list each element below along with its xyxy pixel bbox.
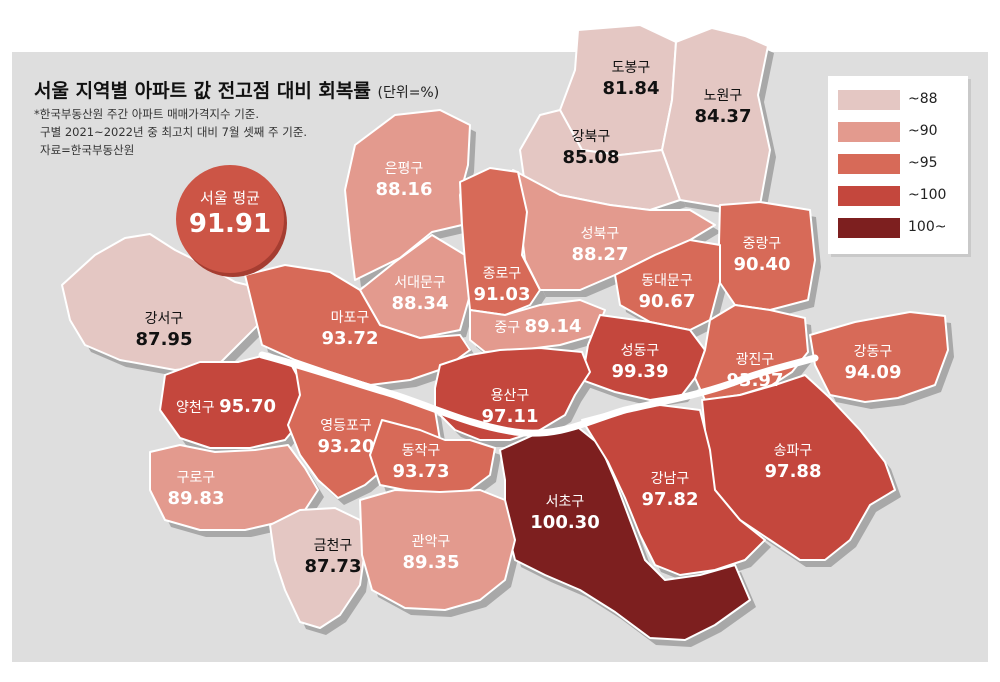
unit-text: (단위=%) bbox=[377, 85, 440, 101]
district-value-dongdaemun: 90.67 bbox=[639, 291, 696, 312]
district-name-nowon: 노원구 bbox=[704, 88, 743, 104]
district-value-seongdong: 99.39 bbox=[612, 361, 669, 382]
legend-label: ~88 bbox=[908, 91, 938, 107]
legend-swatch bbox=[838, 154, 900, 174]
district-name-seocho: 서초구 bbox=[546, 494, 585, 510]
district-name-yangcheon: 양천구 bbox=[176, 400, 219, 416]
district-name-gangnam: 강남구 bbox=[651, 471, 690, 487]
title-text: 서울 지역별 아파트 값 전고점 대비 회복률 bbox=[34, 80, 371, 102]
han-river bbox=[258, 351, 819, 437]
legend-swatch bbox=[838, 218, 900, 238]
legend-swatch bbox=[838, 186, 900, 206]
district-shapes bbox=[61, 24, 949, 641]
district-name-gangbuk: 강북구 bbox=[572, 129, 611, 145]
district-value-gangnam: 97.82 bbox=[642, 489, 699, 510]
district-value-seongbuk: 88.27 bbox=[572, 244, 629, 265]
legend-label: ~95 bbox=[908, 155, 938, 171]
district-shape-guro bbox=[149, 444, 319, 531]
district-name-seongdong: 성동구 bbox=[621, 343, 660, 359]
district-value-gwanak: 89.35 bbox=[403, 552, 460, 573]
legend-swatch bbox=[838, 122, 900, 142]
district-shape-dongjak bbox=[369, 419, 496, 496]
district-shape-jongno bbox=[459, 167, 541, 316]
district-name-guro: 구로구 bbox=[177, 470, 216, 486]
district-value-jungnang: 90.40 bbox=[734, 254, 791, 275]
district-name-jung: 중구 bbox=[494, 320, 524, 336]
district-shape-jungnang bbox=[717, 201, 816, 311]
district-name-songpa: 송파구 bbox=[774, 443, 813, 459]
district-labels: 도봉구 81.84 노원구 84.37 강북구 85.08 은평구 88.16 성북구 88.27… bbox=[136, 60, 902, 577]
district-name-gwangjin: 광진구 bbox=[736, 352, 775, 368]
district-value-yeongdeungpo: 93.20 bbox=[318, 436, 375, 457]
district-value-gangbuk: 85.08 bbox=[563, 147, 620, 168]
district-value-songpa: 97.88 bbox=[765, 461, 822, 482]
district-shape-gwanak bbox=[359, 489, 516, 611]
district-value-jung: 89.14 bbox=[525, 316, 582, 337]
district-shape-dongdaemun bbox=[614, 239, 721, 331]
district-shape-gangnam bbox=[581, 404, 766, 576]
legend-label: ~100 bbox=[908, 187, 947, 203]
district-value-guro: 89.83 bbox=[168, 488, 225, 509]
district-value-mapo: 93.72 bbox=[322, 328, 379, 349]
district-name-dongjak: 동작구 bbox=[402, 443, 441, 459]
district-name-jongno: 종로구 bbox=[483, 266, 522, 282]
district-value-seodaemun: 88.34 bbox=[392, 293, 449, 314]
average-value: 91.91 bbox=[188, 209, 272, 239]
district-shape-mapo bbox=[244, 264, 471, 386]
district-name-geumcheon: 금천구 bbox=[314, 538, 353, 554]
district-name-yeongdeungpo: 영등포구 bbox=[320, 418, 372, 434]
map-title: 서울 지역별 아파트 값 전고점 대비 회복률 (단위=%) bbox=[34, 76, 439, 103]
district-value-yongsan: 97.11 bbox=[482, 406, 539, 427]
district-name-jungnang: 중랑구 bbox=[743, 236, 782, 252]
district-value-gwangjin: 93.97 bbox=[727, 370, 784, 391]
district-name-seodaemun: 서대문구 bbox=[394, 275, 446, 291]
district-shape-yongsan bbox=[434, 347, 591, 441]
district-label-yangcheon: 양천구 95.70 bbox=[176, 396, 276, 417]
district-name-dongdaemun: 동대문구 bbox=[641, 273, 693, 289]
district-name-yongsan: 용산구 bbox=[491, 388, 530, 404]
note-line-2: 구별 2021~2022년 중 최고치 대비 7월 셋째 주 기준. bbox=[40, 125, 308, 139]
district-shape-gwangjin bbox=[694, 304, 809, 401]
note-line-1: *한국부동산원 주간 아파트 매매가격지수 기준. bbox=[34, 107, 260, 121]
district-name-eunpyeong: 은평구 bbox=[385, 161, 424, 177]
district-value-yangcheon: 95.70 bbox=[219, 396, 276, 417]
seoul-average-badge: 서울 평균 91.91 bbox=[176, 165, 284, 273]
legend-swatch bbox=[838, 90, 900, 110]
district-name-dobong: 도봉구 bbox=[612, 60, 651, 76]
district-value-seocho: 100.30 bbox=[530, 512, 599, 533]
district-value-dongjak: 93.73 bbox=[393, 461, 450, 482]
district-label-jung: 중구 89.14 bbox=[494, 316, 581, 337]
district-value-geumcheon: 87.73 bbox=[305, 556, 362, 577]
district-name-gwanak: 관악구 bbox=[412, 534, 451, 550]
district-value-gangdong: 94.09 bbox=[845, 362, 902, 383]
legend: ~88 ~90 ~95 ~100 100~ bbox=[828, 76, 968, 254]
district-value-gangseo: 87.95 bbox=[136, 329, 193, 350]
district-name-seongbuk: 성북구 bbox=[581, 226, 620, 242]
district-value-jongno: 91.03 bbox=[474, 284, 531, 305]
district-name-gangseo: 강서구 bbox=[145, 311, 184, 327]
note-line-3: 자료=한국부동산원 bbox=[40, 143, 135, 157]
district-value-nowon: 84.37 bbox=[695, 106, 752, 127]
district-value-dobong: 81.84 bbox=[603, 78, 660, 99]
average-label: 서울 평균 bbox=[200, 189, 260, 207]
district-name-mapo: 마포구 bbox=[331, 310, 370, 326]
district-value-eunpyeong: 88.16 bbox=[376, 179, 433, 200]
district-name-gangdong: 강동구 bbox=[854, 344, 893, 360]
district-shape-geumcheon bbox=[269, 507, 366, 629]
district-shape-gangdong bbox=[809, 311, 949, 403]
legend-label: ~90 bbox=[908, 123, 938, 139]
district-shape-nowon bbox=[661, 27, 771, 208]
legend-label: 100~ bbox=[908, 219, 947, 235]
